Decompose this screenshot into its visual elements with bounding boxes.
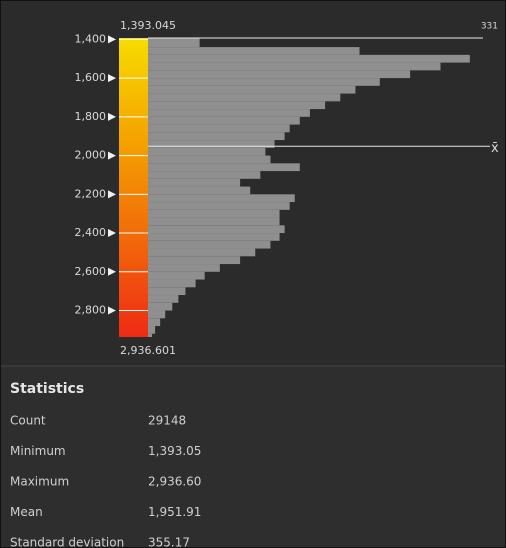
stat-value: 1,393.05	[148, 444, 201, 458]
tick-pointer	[108, 267, 116, 276]
statistics-background	[1, 366, 505, 547]
histogram-bar	[148, 101, 326, 110]
stat-name: Minimum	[10, 444, 66, 458]
histogram-bar	[148, 333, 153, 337]
stat-value: 1,951.91	[148, 505, 201, 519]
stat-name: Count	[10, 414, 46, 428]
y-tick-label: 1,600	[75, 71, 107, 84]
tick-pointer	[108, 306, 116, 315]
histogram-bar	[148, 70, 411, 79]
histogram-bar	[148, 202, 290, 210]
histogram-bar	[148, 295, 179, 303]
y-tick-label: 1,400	[75, 32, 107, 45]
tick-pointer	[108, 112, 116, 121]
stat-name: Mean	[10, 505, 43, 519]
range-max-label: 2,936.601	[120, 344, 176, 357]
histogram-bar	[148, 109, 310, 117]
histogram-bar	[148, 47, 360, 55]
histogram-bar	[148, 78, 380, 86]
histogram-bar	[148, 163, 300, 172]
histogram-bar	[148, 38, 200, 48]
histogram-bar	[148, 318, 161, 327]
histogram-bar	[148, 140, 275, 148]
histogram-bar	[148, 279, 196, 288]
y-tick-label: 2,800	[75, 304, 107, 317]
stat-name: Standard deviation	[10, 536, 124, 548]
tick-pointer	[108, 35, 116, 44]
histogram-bar	[148, 209, 280, 218]
histogram-bar	[148, 217, 280, 226]
histogram-bar	[148, 240, 271, 249]
tick-pointer	[108, 151, 116, 160]
max-count-label: 331	[481, 22, 498, 32]
tick-pointer	[108, 190, 116, 199]
histogram-bar	[148, 233, 280, 241]
y-tick-label: 1,800	[75, 110, 107, 123]
histogram-bar	[148, 302, 173, 311]
histogram-bar	[148, 194, 295, 203]
histogram-bar	[148, 326, 156, 334]
histogram-bar	[148, 178, 241, 187]
y-tick-label: 2,400	[75, 226, 107, 239]
histogram-bar	[148, 186, 251, 195]
histogram-bar	[148, 264, 220, 272]
histogram-bar	[148, 310, 166, 319]
color-ramp	[119, 38, 148, 337]
histogram-bar	[148, 171, 261, 179]
stat-name: Maximum	[10, 475, 69, 489]
histogram-bar	[148, 147, 266, 156]
y-tick-label: 2,200	[75, 187, 107, 200]
stat-value: 29148	[148, 414, 186, 428]
histogram-bar	[148, 62, 441, 71]
tick-pointer	[108, 229, 116, 238]
histogram-bar	[148, 132, 285, 141]
mean-label: x̄	[491, 141, 499, 156]
histogram-bar	[148, 116, 300, 125]
y-tick-label: 2,000	[75, 149, 107, 162]
histogram-bar	[148, 54, 470, 63]
y-tick-label: 2,600	[75, 265, 107, 278]
histogram-bar	[148, 124, 290, 133]
histogram-bar	[148, 155, 271, 164]
histogram-bar	[148, 93, 341, 102]
histogram-bar	[148, 248, 256, 257]
range-min-label: 1,393.045	[120, 19, 176, 32]
stat-value: 355.17	[148, 536, 190, 548]
stat-value: 2,936.60	[148, 475, 201, 489]
histogram-bar	[148, 271, 205, 280]
tick-pointer	[108, 74, 116, 83]
histogram-bar	[148, 256, 241, 265]
histogram-bar	[148, 225, 285, 234]
statistics-title: Statistics	[10, 381, 84, 397]
histogram-bar	[148, 85, 356, 94]
histogram-bar	[148, 287, 186, 296]
